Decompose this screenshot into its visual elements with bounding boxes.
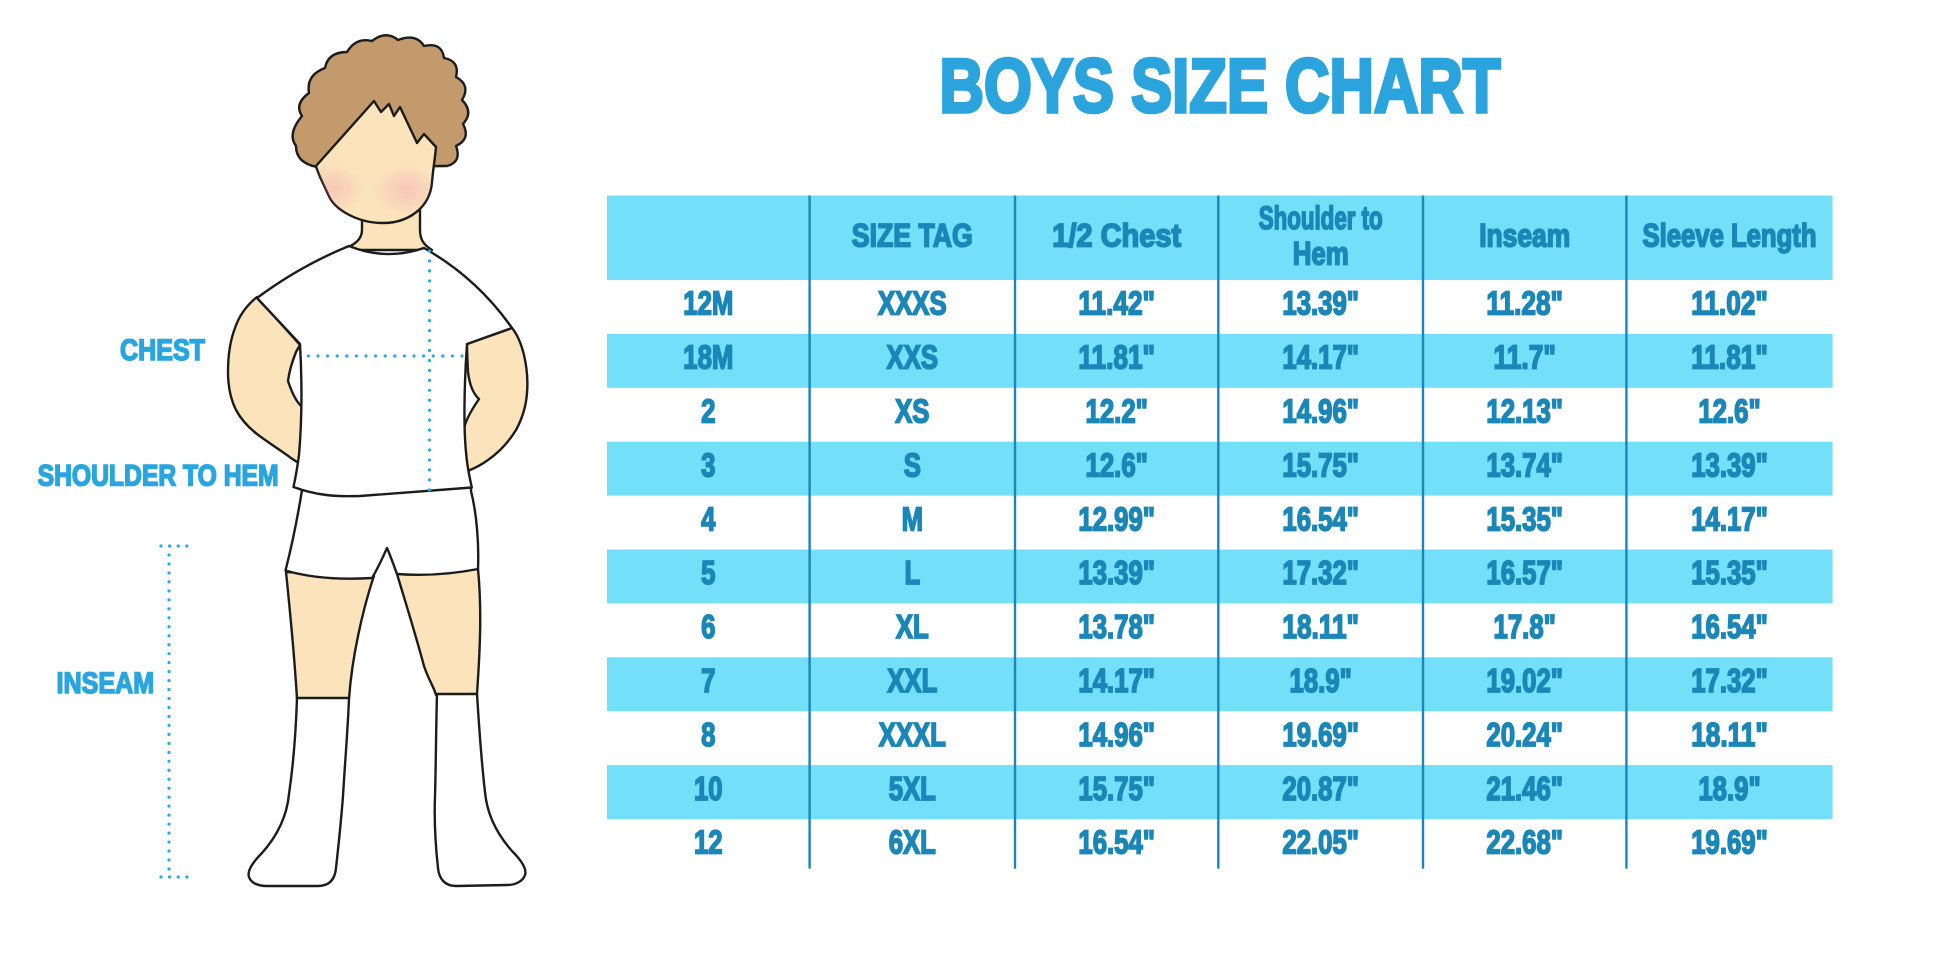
svg-text:12.13": 12.13" <box>1486 393 1563 430</box>
svg-text:12.2": 12.2" <box>1086 393 1148 430</box>
svg-text:17.32": 17.32" <box>1282 554 1359 591</box>
svg-text:13.39": 13.39" <box>1282 285 1359 322</box>
svg-text:XXXL: XXXL <box>879 716 946 753</box>
svg-text:12M: 12M <box>683 285 733 322</box>
svg-text:11.02": 11.02" <box>1691 285 1768 322</box>
svg-text:14.17": 14.17" <box>1691 500 1768 537</box>
svg-text:XXS: XXS <box>887 339 939 376</box>
svg-text:13.39": 13.39" <box>1078 554 1155 591</box>
svg-text:XS: XS <box>895 393 929 430</box>
svg-text:17.8": 17.8" <box>1494 608 1556 645</box>
svg-text:3: 3 <box>701 446 715 483</box>
svg-text:Sleeve Length: Sleeve Length <box>1643 218 1817 254</box>
svg-text:10: 10 <box>694 770 723 807</box>
svg-text:2: 2 <box>701 393 715 430</box>
svg-text:Shoulder to: Shoulder to <box>1259 200 1383 236</box>
svg-text:Hem: Hem <box>1293 236 1349 272</box>
svg-text:22.05": 22.05" <box>1282 824 1359 861</box>
svg-text:15.35": 15.35" <box>1691 554 1768 591</box>
svg-text:11.81": 11.81" <box>1078 339 1155 376</box>
svg-text:20.87": 20.87" <box>1282 770 1359 807</box>
svg-text:XXXS: XXXS <box>878 285 947 322</box>
svg-text:14.96": 14.96" <box>1078 716 1155 753</box>
svg-text:7: 7 <box>701 662 715 699</box>
svg-text:XXL: XXL <box>887 662 937 699</box>
svg-text:4: 4 <box>701 500 716 537</box>
svg-text:15.35": 15.35" <box>1486 500 1563 537</box>
svg-text:14.96": 14.96" <box>1282 393 1359 430</box>
svg-text:5: 5 <box>701 554 715 591</box>
svg-text:L: L <box>904 554 920 591</box>
svg-text:13.78": 13.78" <box>1078 608 1155 645</box>
svg-text:16.54": 16.54" <box>1282 500 1359 537</box>
svg-text:22.68": 22.68" <box>1486 824 1563 861</box>
svg-text:18.11": 18.11" <box>1691 716 1768 753</box>
svg-text:15.75": 15.75" <box>1078 770 1155 807</box>
svg-text:1/2 Chest: 1/2 Chest <box>1052 218 1181 254</box>
svg-text:18.9": 18.9" <box>1698 770 1760 807</box>
svg-text:8: 8 <box>701 716 715 753</box>
svg-text:13.39": 13.39" <box>1691 446 1768 483</box>
svg-text:12.6": 12.6" <box>1086 446 1148 483</box>
svg-text:SIZE TAG: SIZE TAG <box>852 218 973 254</box>
svg-text:XL: XL <box>896 608 929 645</box>
svg-text:12.99": 12.99" <box>1078 500 1155 537</box>
svg-text:15.75": 15.75" <box>1282 446 1359 483</box>
svg-text:18M: 18M <box>683 339 733 376</box>
svg-text:12: 12 <box>694 824 723 861</box>
svg-text:18.9": 18.9" <box>1290 662 1352 699</box>
svg-text:19.02": 19.02" <box>1486 662 1563 699</box>
svg-text:11.81": 11.81" <box>1691 339 1768 376</box>
svg-text:14.17": 14.17" <box>1282 339 1359 376</box>
svg-text:17.32": 17.32" <box>1691 662 1768 699</box>
svg-text:13.74": 13.74" <box>1486 446 1563 483</box>
svg-text:14.17": 14.17" <box>1078 662 1155 699</box>
svg-text:S: S <box>904 446 921 483</box>
svg-text:11.7": 11.7" <box>1494 339 1556 376</box>
svg-text:18.11": 18.11" <box>1282 608 1359 645</box>
svg-text:19.69": 19.69" <box>1691 824 1768 861</box>
svg-text:16.54": 16.54" <box>1691 608 1768 645</box>
svg-text:6XL: 6XL <box>889 824 936 861</box>
svg-text:21.46": 21.46" <box>1486 770 1563 807</box>
svg-text:Inseam: Inseam <box>1479 218 1570 254</box>
svg-text:M: M <box>902 500 923 537</box>
svg-text:20.24": 20.24" <box>1486 716 1563 753</box>
svg-text:11.28": 11.28" <box>1486 285 1563 322</box>
svg-text:INSEAM: INSEAM <box>57 667 155 700</box>
svg-text:16.54": 16.54" <box>1078 824 1155 861</box>
svg-text:16.57": 16.57" <box>1486 554 1563 591</box>
svg-text:CHEST: CHEST <box>120 334 205 367</box>
svg-text:19.69": 19.69" <box>1282 716 1359 753</box>
svg-text:12.6": 12.6" <box>1698 393 1760 430</box>
svg-text:6: 6 <box>701 608 715 645</box>
svg-text:5XL: 5XL <box>889 770 936 807</box>
svg-text:SHOULDER TO HEM: SHOULDER TO HEM <box>38 460 279 493</box>
svg-text:11.42": 11.42" <box>1078 285 1155 322</box>
svg-text:BOYS SIZE CHART: BOYS SIZE CHART <box>940 44 1501 129</box>
